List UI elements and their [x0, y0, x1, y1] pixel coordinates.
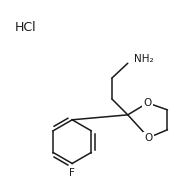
Text: NH₂: NH₂ [134, 54, 153, 64]
Text: HCl: HCl [15, 20, 36, 33]
Text: O: O [145, 133, 153, 143]
Text: F: F [69, 169, 75, 178]
Text: O: O [144, 98, 152, 108]
